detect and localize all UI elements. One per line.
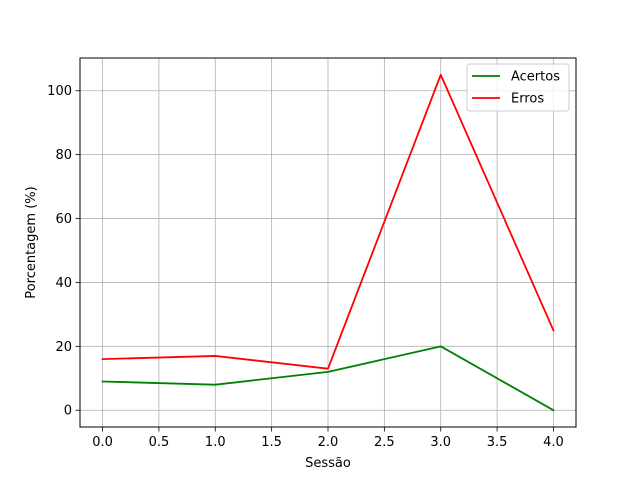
y-axis-ticks: 0 20 40 60 80 100 bbox=[47, 84, 80, 419]
x-axis-label: Sessão bbox=[305, 456, 351, 471]
x-tick-label: 1.5 bbox=[261, 435, 282, 450]
x-tick-label: 2.5 bbox=[374, 435, 395, 450]
grid bbox=[80, 58, 576, 427]
x-tick-label: 3.0 bbox=[430, 435, 451, 450]
series-line-acertos bbox=[101, 345, 555, 412]
y-tick-label: 40 bbox=[55, 276, 72, 291]
y-tick-label: 20 bbox=[55, 340, 72, 355]
legend: Acertos Erros bbox=[466, 63, 570, 112]
y-axis-label: Porcentagem (%) bbox=[24, 186, 39, 298]
x-tick-label: 4.0 bbox=[543, 435, 564, 450]
x-axis-ticks: 0.0 0.5 1.0 1.5 2.0 2.5 3.0 3.5 4.0 bbox=[92, 427, 564, 450]
y-tick-label: 0 bbox=[64, 404, 72, 419]
legend-label-acertos: Acertos bbox=[511, 70, 560, 85]
y-tick-label: 100 bbox=[47, 84, 72, 99]
y-tick-label: 60 bbox=[55, 212, 72, 227]
series-line-erros bbox=[101, 73, 555, 370]
series-lines bbox=[101, 73, 555, 412]
x-tick-label: 3.5 bbox=[487, 435, 508, 450]
x-tick-label: 2.0 bbox=[318, 435, 339, 450]
legend-label-erros: Erros bbox=[511, 92, 544, 107]
x-tick-label: 1.0 bbox=[205, 435, 226, 450]
x-tick-label: 0.5 bbox=[149, 435, 170, 450]
x-tick-label: 0.0 bbox=[92, 435, 113, 450]
y-tick-label: 80 bbox=[55, 148, 72, 163]
